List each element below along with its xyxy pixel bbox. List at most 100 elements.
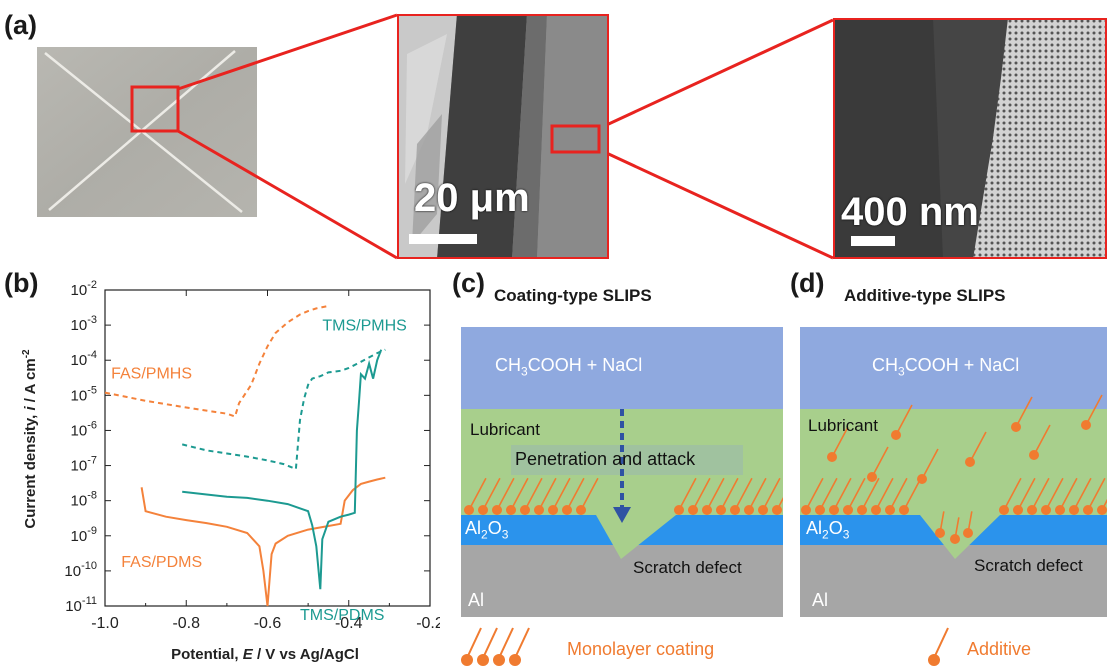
additive-molecule-head [885,505,895,515]
panel-a-label: (a) [4,10,37,40]
series-tms-pmhs [181,348,386,471]
additive-molecule-tail [861,477,880,511]
free-additive-molecule-head [1011,422,1021,432]
panel-d-label: (d) [790,268,825,298]
monolayer-molecule-head [758,505,768,515]
additive-molecule-head [857,505,867,515]
scale-bar-20um [409,234,477,244]
coating-scratch-label: Scratch defect [633,558,742,577]
y-tick-label: 10-9 [71,525,97,545]
x-tick-label: -0.2 [416,615,440,632]
additive-scratch-label: Scratch defect [974,556,1083,575]
label-fas-pdms: FAS/PDMS [121,554,202,571]
monolayer-molecule-head [674,505,684,515]
y-tick-label: 10-6 [71,419,97,439]
sem-image-20um [397,14,609,259]
coating-metal-label: Al [468,590,485,610]
free-additive-molecule-head [1029,450,1039,460]
monolayer-molecule-tail [678,477,697,511]
monolayer-legend-icon [461,627,530,666]
additive-molecule-head [899,505,909,515]
coating-electrolyte-label: CH3COOH + NaCl [495,355,643,379]
panel-c-title: Coating-type SLIPS [494,286,652,305]
additive-metal-label: Al [812,590,829,610]
chart-series [104,305,386,607]
additive-oxide-label: Al2O3 [806,518,850,542]
y-tick-label: 10-11 [65,595,97,615]
electrolyte-layer [461,327,783,409]
x-tick-label: -0.8 [172,615,200,632]
monolayer-molecule-head [492,505,502,515]
penetration-label: Penetration and attack [515,449,696,469]
monolayer-molecule-tail [776,497,783,511]
defect-additive-molecule-head [935,528,945,538]
x-tick-label: -0.6 [254,615,282,632]
additive-molecule-head [1027,505,1037,515]
additive-molecule-tail [903,477,922,511]
additive-molecule-tail [805,477,824,511]
y-tick-label: 10-10 [64,560,97,580]
additive-molecule-head [1013,505,1023,515]
y-tick-label: 10-8 [71,490,97,510]
additive-molecule-tail [889,477,908,511]
y-tick-label: 10-4 [71,349,97,369]
monolayer-molecule-tail [538,477,557,511]
monolayer-molecule-head [730,505,740,515]
scale-bar-400nm [851,236,895,246]
chart-labels: FAS/PMHS TMS/PMHS FAS/PDMS TMS/PDMS [111,318,407,624]
additive-lubricant-label: Lubricant [808,416,878,435]
panel-b-label: (b) [4,268,39,298]
label-tms-pdms: TMS/PDMS [300,607,384,624]
free-additive-molecule-head [827,452,837,462]
additive-molecule-tail [819,477,838,511]
monolayer-legend-label: Monolayer coating [567,639,715,659]
x-tick-label: -1.0 [91,615,119,632]
additive-electrolyte-label: CH3COOH + NaCl [872,355,1020,379]
additive-molecule-tail [1031,477,1050,511]
monolayer-molecule-head [506,505,516,515]
zoom-box-2 [550,124,601,154]
monolayer-molecule-head [548,505,558,515]
monolayer-molecule-tail [552,477,571,511]
polarization-chart: -1.0 -0.8 -0.6 -0.4 -0.2 10-11 10-10 10-9 10-8 10… [64,279,440,632]
additive-molecule-tail [1045,477,1064,511]
arrow-head [613,507,631,523]
coating-oxide-label: Al2O3 [465,518,509,542]
additive-molecule-head [871,505,881,515]
free-additive-molecule-head [1081,420,1091,430]
monolayer-molecule-tail [468,477,487,511]
x-axis-label: Potential, E / V vs Ag/AgCl [171,646,359,663]
monolayer-molecule-tail [482,477,501,511]
coating-type-schematic [461,327,783,617]
additive-molecule-head [843,505,853,515]
free-additive-molecule-tail [1033,424,1051,456]
free-additive-molecule-tail [831,426,849,458]
free-additive-molecule-head [965,457,975,467]
series-fas-pdms [140,476,386,607]
zoom-box-1 [130,85,180,133]
y-tick-label: 10-7 [71,455,97,475]
scale-label-20um: 20 μm [414,176,530,220]
monolayer-molecule-tail [580,477,599,511]
y-tick-label: 10-3 [71,314,97,334]
monolayer-molecule-tail [762,477,781,511]
defect-additive-molecule-head [963,528,973,538]
free-additive-molecule-tail [871,446,889,478]
label-fas-pmhs: FAS/PMHS [111,366,192,383]
penetration-box [511,445,743,475]
y-tick-label: 10-2 [71,279,97,299]
series-tms-pdms [182,349,383,590]
additive-molecule-tail [1073,477,1092,511]
monolayer-molecule-head [464,505,474,515]
additive-molecule-tail [1017,477,1036,511]
additive-molecule-tail [1059,477,1078,511]
scale-label-400nm: 400 nm [841,190,979,234]
additive-molecule-tail [833,477,852,511]
additive-legend-icon [928,627,949,666]
additive-molecule-head [1083,505,1093,515]
additive-molecule-tail [875,477,894,511]
monolayer-molecule-tail [692,477,711,511]
monolayer-molecule-head [772,505,782,515]
scratch-defect [920,515,1000,559]
